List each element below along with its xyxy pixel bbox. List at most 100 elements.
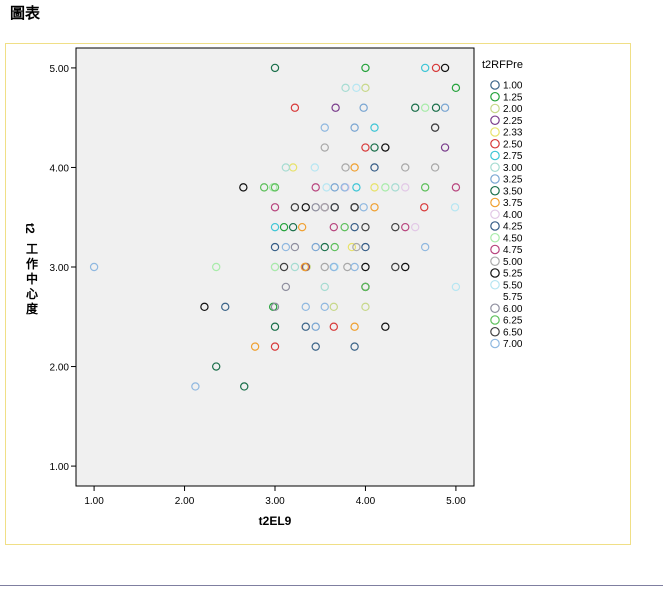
data-point: [450, 203, 460, 212]
legend-marker: [490, 303, 500, 314]
data-point: [391, 222, 400, 232]
legend-entry: 4.25: [503, 222, 523, 233]
data-point: [340, 183, 349, 192]
y-axis-title-char: 心: [26, 287, 38, 301]
data-point: [331, 103, 340, 112]
legend-entry: 4.50: [503, 233, 523, 244]
data-point: [329, 302, 338, 312]
data-point: [347, 242, 357, 252]
data-point: [301, 302, 310, 312]
data-point: [259, 183, 269, 192]
data-point: [370, 143, 379, 152]
legend-entry: 2.75: [503, 151, 523, 162]
y-tick-label: 4.00: [50, 163, 70, 174]
legend-entry: 5.50: [503, 280, 523, 291]
data-point: [212, 262, 221, 272]
data-point: [361, 302, 370, 312]
legend-marker: [490, 127, 500, 137]
x-tick-label: 3.00: [265, 496, 285, 507]
data-point: [420, 203, 429, 212]
data-point: [290, 242, 300, 252]
legend-marker: [490, 162, 500, 173]
data-point: [370, 163, 379, 172]
legend-entry: 6.00: [503, 304, 523, 315]
data-point: [350, 123, 359, 132]
data-point: [420, 103, 430, 112]
legend-marker: [490, 103, 500, 114]
data-point: [440, 63, 450, 73]
data-point: [359, 103, 368, 112]
data-point: [279, 222, 289, 232]
legend-entry: 4.75: [503, 245, 523, 256]
bottom-divider: [0, 585, 663, 586]
legend-marker: [490, 256, 500, 267]
legend-entry: 3.75: [503, 198, 523, 209]
data-point: [212, 362, 221, 371]
x-axis: 1.00 2.00 3.00 4.00 5.00: [84, 486, 466, 507]
data-point: [239, 183, 248, 192]
data-point: [411, 103, 420, 112]
data-point: [411, 222, 420, 232]
data-point: [440, 103, 450, 112]
data-point: [440, 143, 450, 152]
data-point: [420, 242, 430, 252]
data-point: [350, 163, 359, 172]
chart-frame: 1.00 2.00 3.00 4.00 5.00 1.00 2.00 3.00 4.00 5.0…: [5, 43, 631, 545]
data-point: [270, 63, 280, 73]
legend-entry: 4.00: [503, 210, 523, 221]
data-point: [270, 322, 280, 331]
legend-marker: [490, 326, 500, 337]
data-point: [350, 222, 359, 232]
data-point: [301, 203, 310, 212]
data-point: [350, 342, 359, 351]
data-point: [431, 103, 441, 112]
data-point: [361, 143, 370, 152]
legend-marker: [490, 197, 500, 208]
legend-marker: [490, 209, 500, 220]
x-tick-label: 1.00: [84, 496, 104, 507]
x-tick-label: 4.00: [356, 496, 376, 507]
y-tick-label: 5.00: [50, 64, 70, 75]
data-point: [361, 242, 370, 252]
legend-entry: 2.50: [503, 139, 523, 150]
legend-entry: 3.50: [503, 186, 523, 197]
data-point: [330, 203, 339, 212]
legend-entry: 5.25: [503, 269, 523, 280]
data-point: [320, 203, 329, 212]
data-point: [270, 342, 280, 351]
legend-marker: [490, 268, 500, 278]
y-axis-title-char: 中: [26, 271, 38, 286]
data-point: [300, 262, 310, 272]
legend: t2RFPre 1.001.252.002.252.332.502.753.00…: [482, 59, 523, 350]
data-point: [311, 203, 320, 212]
data-point: [370, 203, 379, 212]
data-point: [352, 83, 361, 93]
legend-entry: 6.25: [503, 316, 523, 327]
data-point: [200, 302, 209, 312]
data-point: [401, 163, 410, 172]
x-axis-title: t2EL9: [259, 514, 292, 528]
data-point: [420, 183, 430, 192]
x-tick-label: 5.00: [446, 496, 466, 507]
data-point: [391, 183, 400, 192]
x-tick-label: 2.00: [175, 496, 195, 507]
legend-marker: [490, 150, 500, 161]
data-points: [89, 63, 461, 391]
data-point: [311, 342, 320, 351]
legend-entry: 7.00: [503, 339, 523, 350]
data-point: [250, 342, 260, 351]
legend-marker: [490, 244, 500, 255]
legend-entry: 1.00: [503, 81, 523, 92]
legend-entry: 3.25: [503, 175, 523, 186]
data-point: [350, 262, 359, 272]
data-point: [330, 183, 339, 192]
data-point: [320, 123, 329, 132]
data-point: [352, 242, 361, 252]
data-point: [297, 222, 307, 232]
data-point: [350, 203, 359, 212]
data-point: [290, 262, 300, 272]
data-point: [359, 203, 368, 212]
y-axis: 1.00 2.00 3.00 4.00 5.00: [50, 64, 76, 473]
data-point: [290, 203, 300, 212]
